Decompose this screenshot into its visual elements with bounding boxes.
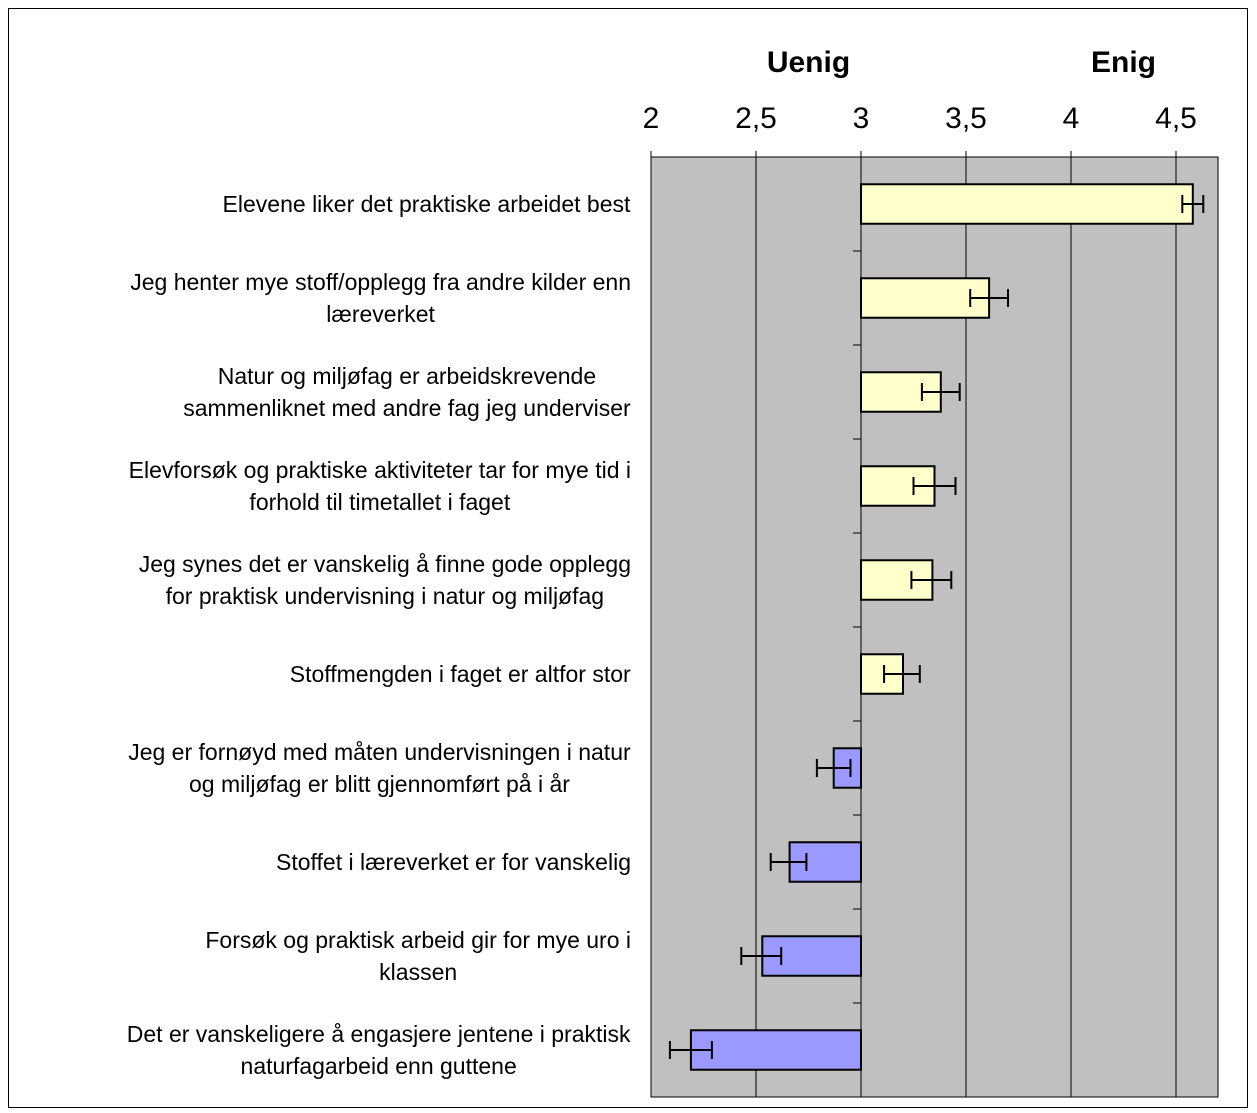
- x-tick-label: 2: [643, 102, 660, 135]
- x-tick-label: 3,5: [945, 102, 987, 135]
- category-label-line: Natur og miljøfag er arbeidskrevende: [218, 363, 596, 389]
- category-label-line: forhold til timetallet i faget: [249, 489, 510, 515]
- category-label: Stoffmengden i faget er altfor stor: [290, 661, 631, 687]
- category-label: Jeg henter mye stoff/opplegg fra andre k…: [130, 269, 631, 327]
- category-label-line: læreverket: [326, 301, 435, 327]
- x-tick-label: 2,5: [735, 102, 777, 135]
- category-label: Stoffet i læreverket er for vanskelig: [276, 849, 631, 875]
- category-label-line: sammenliknet med andre fag jeg undervise…: [183, 395, 631, 421]
- category-label-line: naturfagarbeid enn guttene: [241, 1053, 517, 1079]
- category-label-line: Stoffet i læreverket er for vanskelig: [276, 849, 631, 875]
- category-label-line: klassen: [379, 959, 457, 985]
- category-label: Jeg synes det er vanskelig å finne gode …: [139, 551, 631, 609]
- category-label-line: og miljøfag er blitt gjennomført på i år: [189, 771, 570, 797]
- bar: [860, 183, 1194, 225]
- category-label: Natur og miljøfag er arbeidskrevende samm…: [183, 363, 631, 421]
- x-tick-label: 4,5: [1155, 102, 1197, 135]
- x-tick-label: 4: [1063, 102, 1080, 135]
- category-label: Det er vanskeligere å engasjere jentene …: [127, 1021, 631, 1079]
- category-label-line: Jeg er fornøyd med måten undervisningen …: [128, 739, 631, 765]
- bar: [860, 277, 991, 319]
- category-label: Elevforsøk og praktiske aktiviteter tar …: [129, 457, 631, 515]
- category-label: Jeg er fornøyd med måten undervisningen …: [128, 739, 631, 797]
- category-label-line: Elevene liker det praktiske arbeidet bes…: [223, 191, 631, 217]
- category-label-line: Forsøk og praktisk arbeid gir for mye ur…: [205, 927, 631, 953]
- category-label-line: for praktisk undervisning i natur og mil…: [166, 583, 604, 609]
- bar: [689, 1029, 863, 1071]
- category-label-line: Elevforsøk og praktiske aktiviteter tar …: [129, 457, 631, 483]
- category-label-line: Stoffmengden i faget er altfor stor: [290, 661, 631, 687]
- category-label: Forsøk og praktisk arbeid gir for mye ur…: [205, 927, 631, 985]
- x-tick-label: 3: [853, 102, 870, 135]
- header-left-label: Uenig: [767, 46, 850, 79]
- category-label-line: Jeg henter mye stoff/opplegg fra andre k…: [130, 269, 631, 295]
- category-label: Elevene liker det praktiske arbeidet bes…: [223, 191, 631, 217]
- category-label-line: Det er vanskeligere å engasjere jentene …: [127, 1021, 631, 1047]
- category-label-line: Jeg synes det er vanskelig å finne gode …: [139, 551, 631, 577]
- header-right-label: Enig: [1091, 46, 1156, 79]
